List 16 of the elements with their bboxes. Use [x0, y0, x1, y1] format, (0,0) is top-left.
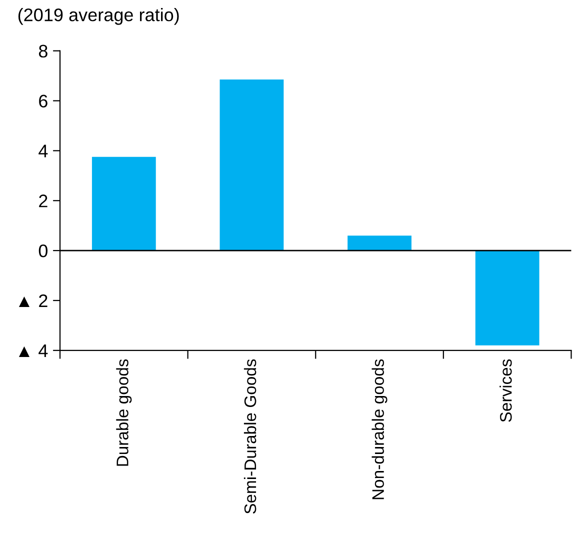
x-tick-label: Non-durable goods	[372, 359, 388, 500]
x-tick-label: Semi-Durable Goods	[244, 359, 256, 514]
bar	[475, 250, 540, 346]
y-tick-label: 8	[38, 44, 48, 58]
x-tick-label: Services	[500, 359, 512, 422]
y-tick-label: 6	[39, 94, 48, 108]
y-axis-title: (2019 average ratio)	[18, 8, 179, 25]
y-tick-label: 4	[38, 144, 48, 158]
y-tick-label: 0	[38, 244, 48, 258]
y-tick-label: 2	[39, 194, 48, 208]
bar	[220, 80, 284, 251]
bar	[92, 156, 156, 251]
y-tick-label: ▲ 2	[18, 294, 48, 308]
y-tick-label: ▲ 4	[18, 344, 48, 357]
x-tick-label: Durable goods	[116, 359, 132, 466]
bar	[348, 236, 412, 251]
